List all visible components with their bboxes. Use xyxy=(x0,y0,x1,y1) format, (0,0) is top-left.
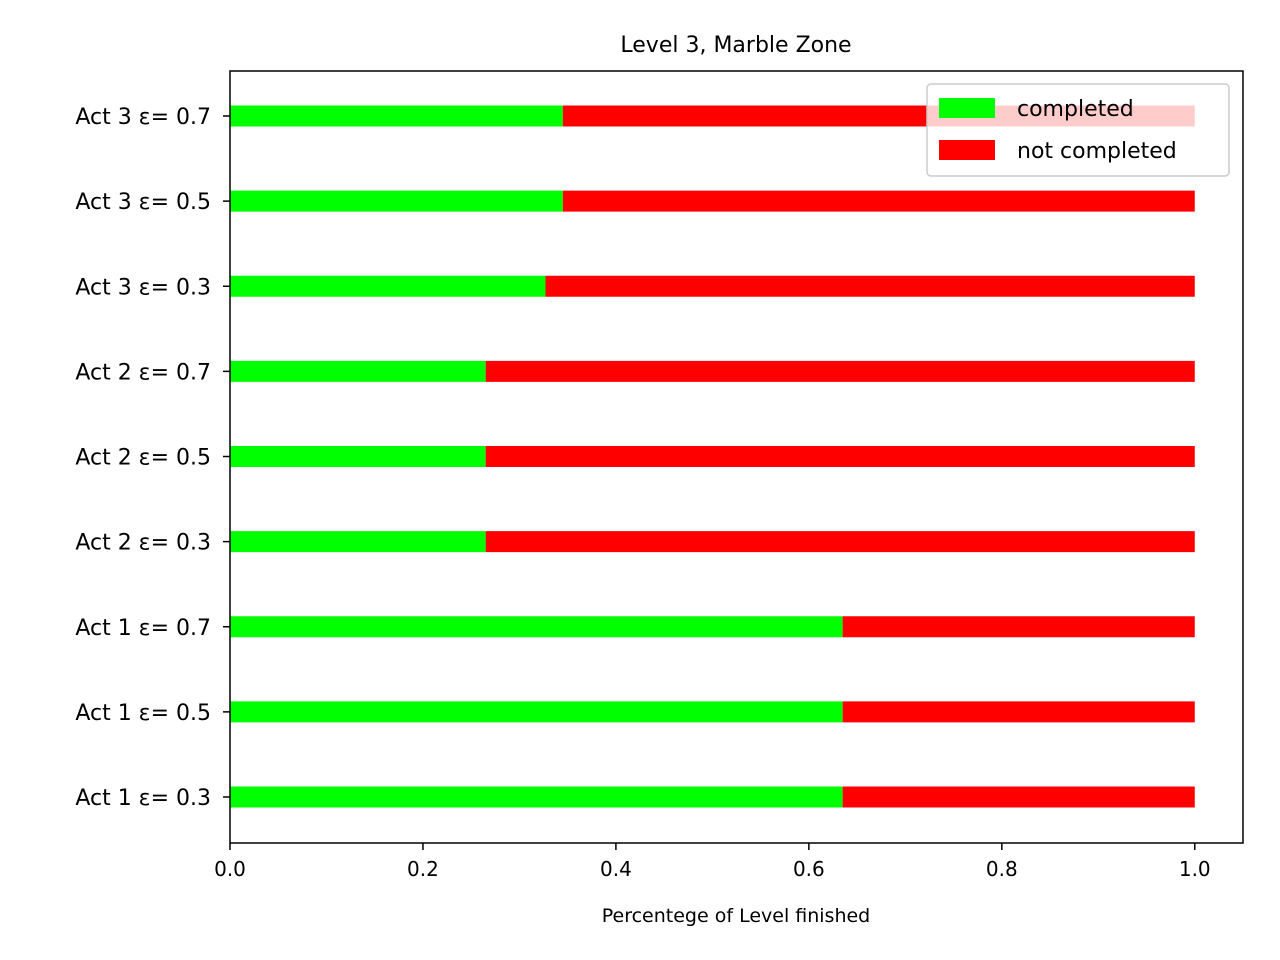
bar-completed-3 xyxy=(230,531,486,553)
y-tick-label: Act 2 ε= 0.5 xyxy=(75,446,211,471)
y-tick-label: Act 1 ε= 0.5 xyxy=(75,701,211,726)
bar-not-completed-4 xyxy=(485,446,1195,467)
bar-completed-4 xyxy=(230,446,486,467)
x-tick-label: 0.6 xyxy=(793,857,825,881)
bar-completed-2 xyxy=(230,616,843,638)
y-tick-label: Act 1 ε= 0.7 xyxy=(75,616,211,641)
bar-not-completed-6 xyxy=(545,275,1195,297)
y-axis: Act 1 ε= 0.3 Act 1 ε= 0.5 Act 1 ε= 0.7 Act … xyxy=(75,105,230,811)
legend-swatch-not-completed xyxy=(939,140,995,160)
bar-not-completed-5 xyxy=(485,360,1195,382)
x-axis-label: Percentege of Level finished xyxy=(602,905,871,927)
legend-label: completed xyxy=(1017,97,1134,122)
bar-not-completed-3 xyxy=(485,531,1195,553)
bar-not-completed-1 xyxy=(842,701,1195,723)
x-tick-label: 0.4 xyxy=(600,857,632,881)
x-tick-label: 0.0 xyxy=(214,857,246,881)
bar-completed-7 xyxy=(230,190,563,212)
legend-box xyxy=(926,83,1230,177)
bar-not-completed-0 xyxy=(842,786,1195,808)
x-tick-label: 0.8 xyxy=(986,857,1018,881)
bar-completed-0 xyxy=(230,786,843,808)
x-tick-label: 0.2 xyxy=(407,857,439,881)
y-tick-label: Act 1 ε= 0.3 xyxy=(75,786,211,811)
bar-completed-6 xyxy=(230,275,546,297)
y-tick-label: Act 3 ε= 0.3 xyxy=(75,275,211,300)
bar-not-completed-7 xyxy=(562,190,1195,212)
y-tick-label: Act 3 ε= 0.7 xyxy=(75,105,211,130)
bar-not-completed-2 xyxy=(842,616,1195,638)
y-tick-label: Act 3 ε= 0.5 xyxy=(75,190,211,215)
y-tick-label: Act 2 ε= 0.7 xyxy=(75,360,211,385)
bar-completed-1 xyxy=(230,701,843,723)
x-axis: 0.0 0.2 0.4 0.6 0.8 1.0 xyxy=(214,843,1211,881)
y-tick-label: Act 2 ε= 0.3 xyxy=(75,531,211,556)
legend: completed not completed xyxy=(926,83,1230,177)
bars-layer xyxy=(230,105,1195,808)
legend-label: not completed xyxy=(1017,139,1177,164)
legend-swatch-completed xyxy=(939,98,995,118)
bar-completed-5 xyxy=(230,360,486,382)
chart-title: Level 3, Marble Zone xyxy=(620,33,851,58)
x-tick-label: 1.0 xyxy=(1179,857,1211,881)
bar-completed-8 xyxy=(230,105,563,127)
